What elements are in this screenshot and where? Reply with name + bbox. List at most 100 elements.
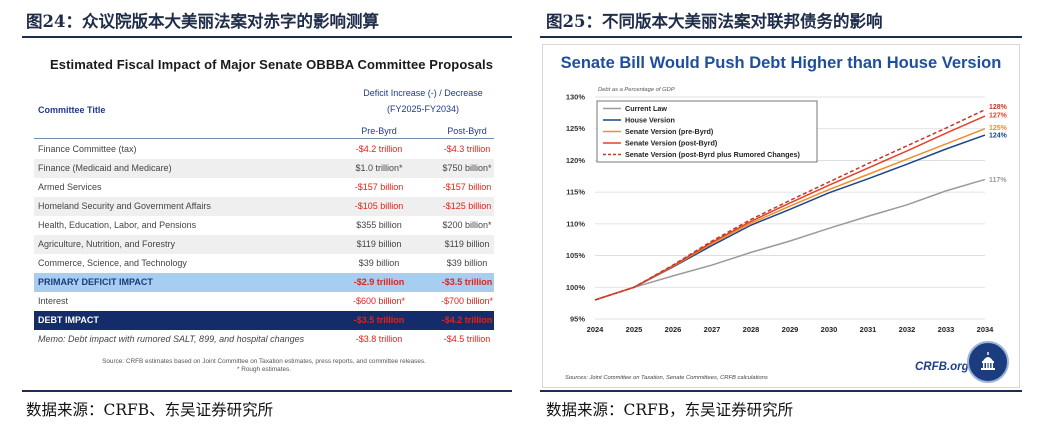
series-end-label: 125% xyxy=(989,125,1008,132)
y-axis-label: Debt as a Percentage of GDP xyxy=(598,87,675,93)
x-tick-label: 2030 xyxy=(821,325,838,334)
series-line-0 xyxy=(594,178,986,301)
debt-line-chart: 95% 100% 105% 110% 115% 120% 125% 130% 2024 2025 2… xyxy=(566,87,1008,334)
header-prebyrd: Pre-Byrd xyxy=(361,126,397,136)
right-figure-source: 数据来源：CRFB，东吴证券研究所 xyxy=(546,401,794,419)
legend-entry: Senate Version (post-Byrd plus Rumored C… xyxy=(625,150,801,159)
right-bottom-rule xyxy=(540,390,1022,392)
legend-box xyxy=(596,100,818,163)
table-row: Armed Services -$157 billion -$157 billion xyxy=(34,178,494,197)
row-prebyrd-value: $355 billion xyxy=(356,220,402,230)
row-label: PRIMARY DEFICIT IMPACT xyxy=(38,277,153,287)
row-label: Commerce, Science, and Technology xyxy=(38,258,187,268)
row-label: Homeland Security and Government Affairs xyxy=(38,201,211,211)
legend-entry: Current Law xyxy=(625,104,667,113)
table-row: DEBT IMPACT -$3.5 trillion -$4.2 trillion xyxy=(34,311,494,330)
right-caption-rule xyxy=(540,36,1022,38)
series-line-3 xyxy=(594,115,986,301)
x-tick-label: 2031 xyxy=(860,325,877,334)
row-postbyrd-value: -$125 billion xyxy=(442,201,492,211)
crfb-logo-text: CRFB.org xyxy=(915,361,969,373)
table-row: Memo: Debt impact with rumored SALT, 899… xyxy=(34,330,494,349)
table-row: Commerce, Science, and Technology $39 bil… xyxy=(34,254,494,273)
legend-entry: Senate Version (pre-Byrd) xyxy=(625,127,714,136)
header-postbyrd: Post-Byrd xyxy=(447,126,487,136)
row-postbyrd-value: $200 billion* xyxy=(442,220,492,230)
left-caption-rule xyxy=(22,36,512,38)
left-figure-source: 数据来源：CRFB、东吴证券研究所 xyxy=(26,401,274,419)
right-figure-caption: 图25：不同版本大美丽法案对联邦债务的影响 xyxy=(546,12,883,31)
row-prebyrd-value: -$3.5 trillion xyxy=(353,315,405,325)
row-prebyrd-value: $119 billion xyxy=(356,239,402,249)
header-rule xyxy=(34,138,494,139)
series-end-label: 128% xyxy=(989,104,1008,111)
row-prebyrd-value: -$157 billion xyxy=(354,182,404,192)
row-prebyrd-value: -$2.9 trillion xyxy=(353,277,405,287)
x-tick-label: 2025 xyxy=(626,325,643,334)
row-label: Agriculture, Nutrition, and Forestry xyxy=(38,239,176,249)
row-label: Memo: Debt impact with rumored SALT, 899… xyxy=(38,334,305,344)
row-postbyrd-value: $39 billion xyxy=(446,258,488,268)
row-postbyrd-value: $119 billion xyxy=(444,239,490,249)
x-tick-label: 2028 xyxy=(743,325,760,334)
row-prebyrd-value: -$4.2 trillion xyxy=(355,144,403,154)
x-tick-label: 2032 xyxy=(899,325,916,334)
y-tick-label: 100% xyxy=(566,283,586,292)
table-footnote-rough: * Rough estimates. xyxy=(237,366,291,373)
capitol-seal-icon xyxy=(967,341,1009,383)
table-footnote-source: Source: CRFB estimates based on Joint Co… xyxy=(102,358,426,365)
row-postbyrd-value: -$4.3 trillion xyxy=(443,144,491,154)
table-row: PRIMARY DEFICIT IMPACT -$2.9 trillion -$3.… xyxy=(34,273,494,292)
series-end-label: 127% xyxy=(989,113,1008,120)
header-group-line1: Deficit Increase (-) / Decrease xyxy=(363,88,483,98)
x-tick-label: 2029 xyxy=(782,325,799,334)
row-prebyrd-value: -$3.8 trillion xyxy=(355,334,403,344)
series-end-label: 124% xyxy=(989,133,1008,140)
row-label: Finance Committee (tax) xyxy=(38,144,137,154)
x-tick-label: 2024 xyxy=(587,325,605,334)
table-row: Agriculture, Nutrition, and Forestry $119… xyxy=(34,235,494,254)
table-row: Finance (Medicaid and Medicare) $1.0 tril… xyxy=(34,159,494,178)
y-tick-label: 125% xyxy=(566,124,586,133)
x-tick-label: 2026 xyxy=(665,325,682,334)
y-tick-label: 130% xyxy=(566,93,586,102)
row-postbyrd-value: $750 billion* xyxy=(442,163,492,173)
y-tick-label: 95% xyxy=(570,315,585,324)
row-prebyrd-value: -$105 billion xyxy=(354,201,404,211)
row-postbyrd-value: -$4.2 trillion xyxy=(441,315,493,325)
row-label: Finance (Medicaid and Medicare) xyxy=(38,163,172,173)
fiscal-impact-table-panel: Estimated Fiscal Impact of Major Senate … xyxy=(22,44,512,388)
legend-entry: House Version xyxy=(625,116,675,125)
row-postbyrd-value: -$700 billion* xyxy=(440,296,494,306)
row-prebyrd-value: -$600 billion* xyxy=(352,296,406,306)
row-postbyrd-value: -$157 billion xyxy=(442,182,492,192)
row-postbyrd-value: -$3.5 trillion xyxy=(441,277,493,287)
row-postbyrd-value: -$4.5 trillion xyxy=(443,334,491,344)
row-prebyrd-value: $39 billion xyxy=(358,258,400,268)
series-end-label: 117% xyxy=(989,177,1007,184)
row-label: Interest xyxy=(38,296,69,306)
row-prebyrd-value: $1.0 trillion* xyxy=(355,163,403,173)
table-row: Health, Education, Labor, and Pensions $3… xyxy=(34,216,494,235)
x-tick-label: 2033 xyxy=(938,325,955,334)
header-group-line2: (FY2025-FY2034) xyxy=(386,104,460,114)
y-tick-label: 120% xyxy=(566,156,586,165)
legend-entry: Senate Version (post-Byrd) xyxy=(625,139,718,148)
x-tick-label: 2034 xyxy=(977,325,995,334)
row-label: Armed Services xyxy=(38,182,102,192)
header-committee-title: Committee Title xyxy=(38,105,106,115)
left-figure-caption: 图24：众议院版本大美丽法案对赤字的影响测算 xyxy=(26,12,379,31)
x-tick-label: 2027 xyxy=(704,325,721,334)
row-label: DEBT IMPACT xyxy=(38,315,99,325)
chart-source-note: Sources: Joint Committee on Taxation, Se… xyxy=(565,375,768,381)
y-tick-label: 115% xyxy=(566,188,585,197)
table-title: Estimated Fiscal Impact of Major Senate … xyxy=(50,57,494,72)
debt-chart-panel: 95% 100% 105% 110% 115% 120% 125% 130% 2024 2025 2… xyxy=(542,44,1020,388)
left-bottom-rule xyxy=(22,390,512,392)
table-row: Homeland Security and Government Affairs… xyxy=(34,197,494,216)
y-tick-label: 110% xyxy=(566,219,585,228)
chart-title: Senate Bill Would Push Debt Higher than … xyxy=(560,54,1002,72)
table-row: Interest -$600 billion* -$700 billion* xyxy=(34,292,494,311)
y-tick-label: 105% xyxy=(566,251,586,260)
table-row: Finance Committee (tax) -$4.2 trillion -$4… xyxy=(34,140,494,159)
